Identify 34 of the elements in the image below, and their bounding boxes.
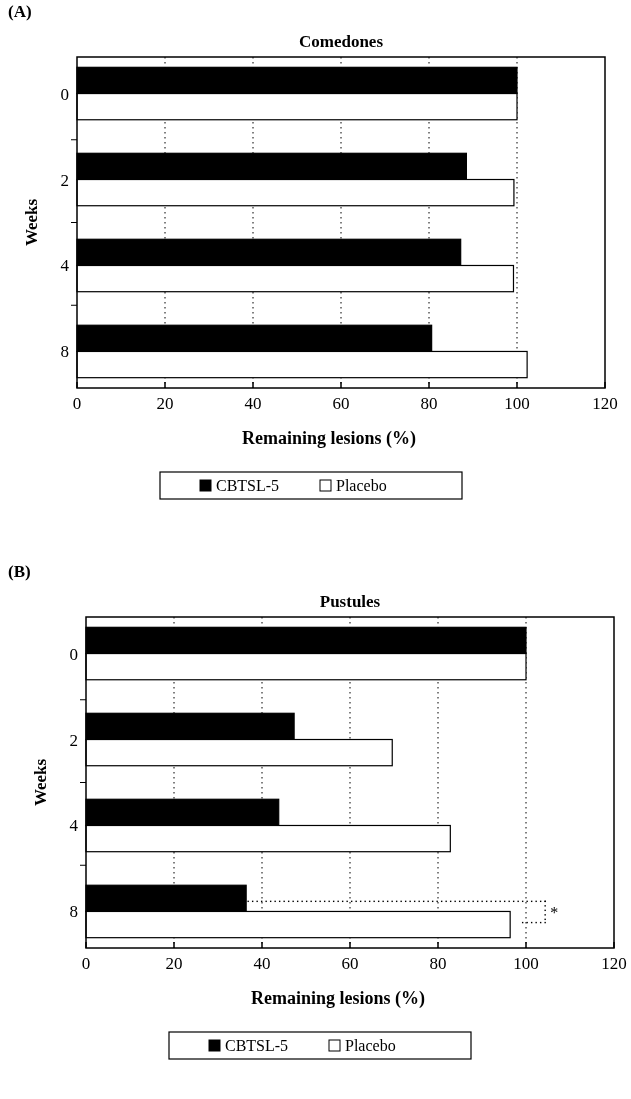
x-tick-label: 120 [592,394,618,413]
x-tick-label: 120 [601,954,627,973]
y-tick-label: 2 [60,170,69,190]
x-tick-label: 100 [513,954,539,973]
y-tick-label: 4 [60,256,70,276]
y-tick-label: 8 [60,342,69,362]
legend-label: Placebo [336,477,387,494]
y-tick-label: 4 [69,816,79,836]
x-tick-label: 40 [244,394,262,413]
x-axis-title: Remaining lesions (%) [241,428,417,449]
x-tick-label: 0 [81,954,91,973]
y-axis-title: Weeks [22,198,41,247]
chart-title: Comedones [298,32,384,51]
x-tick-label: 40 [253,954,271,973]
x-tick-label: 100 [504,394,530,413]
legend-label: Placebo [345,1037,396,1054]
x-tick-label: 80 [429,954,447,973]
text: (B) [8,562,31,581]
chart-title: Pustules [319,592,381,611]
annotation: * [550,903,559,921]
y-axis-title: Weeks [31,758,50,807]
text: (A) [8,2,32,21]
x-tick-label: 60 [341,954,359,973]
legend-label: CBTSL-5 [225,1037,289,1054]
legend-label: CBTSL-5 [216,477,280,494]
y-tick-label: 0 [69,644,78,664]
x-tick-label: 20 [156,394,174,413]
x-tick-label: 20 [165,954,183,973]
x-tick-label: 80 [420,394,438,413]
y-tick-label: 8 [69,902,78,922]
y-tick-label: 2 [69,730,78,750]
x-tick-label: 60 [332,394,350,413]
y-tick-label: 0 [60,84,69,104]
x-axis-title: Remaining lesions (%) [250,988,426,1009]
